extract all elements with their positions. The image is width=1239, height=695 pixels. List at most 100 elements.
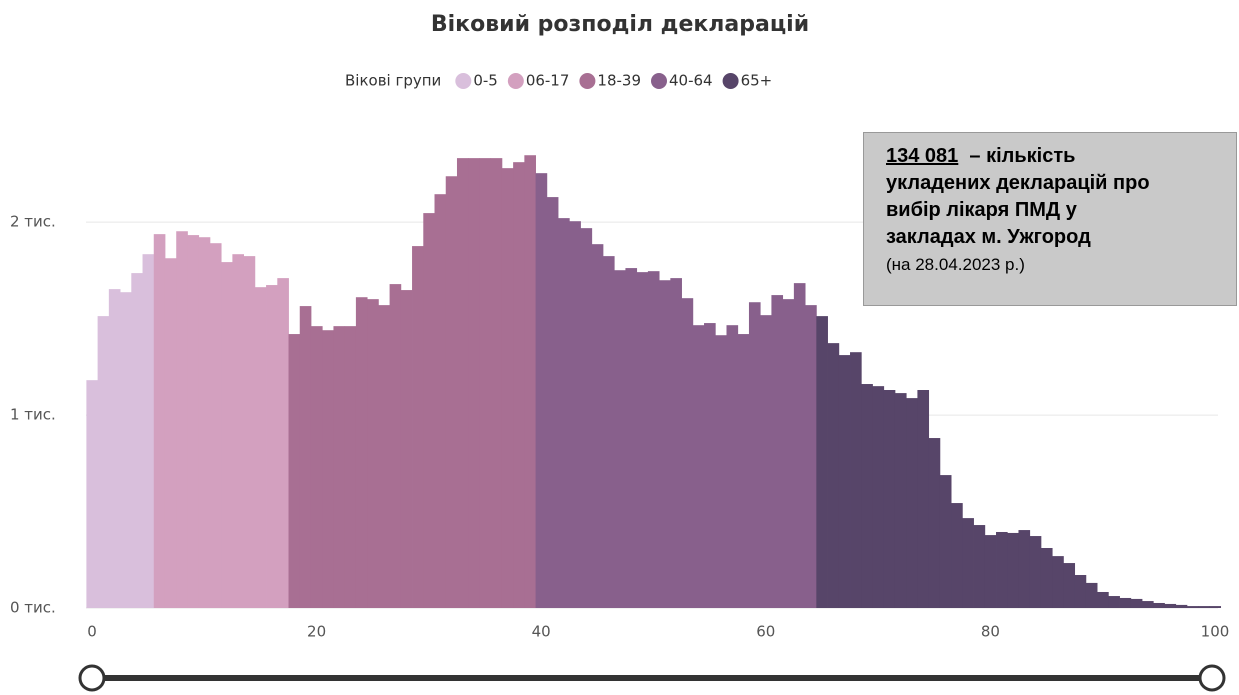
bar xyxy=(355,297,368,608)
bar xyxy=(917,390,930,608)
annotation-number: 134 081 xyxy=(886,145,959,167)
bar xyxy=(569,221,581,608)
bar xyxy=(614,270,626,608)
bar xyxy=(254,287,267,608)
x-tick-label: 80 xyxy=(981,623,1000,641)
bar xyxy=(1052,556,1064,608)
bar xyxy=(198,237,211,608)
bar xyxy=(434,194,447,608)
bar xyxy=(1186,606,1199,608)
bar xyxy=(299,306,312,608)
bar xyxy=(996,531,1008,608)
legend-marker xyxy=(455,73,472,89)
range-slider-handle[interactable] xyxy=(78,664,106,692)
bar xyxy=(131,273,143,608)
bar xyxy=(962,518,974,608)
bar xyxy=(232,254,245,608)
bar xyxy=(850,352,862,608)
bar xyxy=(333,326,346,608)
legend-label: 06-17 xyxy=(526,72,570,90)
bar xyxy=(187,235,200,608)
bar xyxy=(524,155,536,608)
bar xyxy=(1119,597,1132,608)
bar xyxy=(692,325,705,608)
bar xyxy=(412,246,424,609)
legend-marker xyxy=(507,73,524,89)
bar xyxy=(378,305,390,608)
legend-label: 0-5 xyxy=(473,72,498,90)
bar xyxy=(1209,606,1222,608)
range-slider-handle[interactable] xyxy=(1198,664,1226,692)
bar xyxy=(1164,603,1177,608)
annotation-text: укладених декларацій про xyxy=(886,172,1150,194)
bar xyxy=(681,298,694,608)
x-tick-label: 0 xyxy=(87,623,97,641)
bar xyxy=(221,262,233,608)
bar xyxy=(344,326,357,608)
bar xyxy=(367,299,379,608)
bar xyxy=(580,228,593,608)
annotation-note: (на 28.04.2023 р.) xyxy=(886,255,1025,274)
bar xyxy=(288,334,301,608)
bar xyxy=(973,525,986,608)
y-tick-label: 2 тис. xyxy=(10,213,56,231)
bar xyxy=(513,162,525,608)
bar xyxy=(602,256,615,608)
bar xyxy=(86,380,99,608)
bar xyxy=(310,326,323,608)
bar xyxy=(266,285,278,608)
bar xyxy=(1074,575,1087,608)
bar xyxy=(456,158,469,608)
legend-marker xyxy=(722,73,739,89)
x-tick-label: 20 xyxy=(307,623,326,641)
x-tick-label: 40 xyxy=(532,623,551,641)
bar xyxy=(400,290,413,608)
bar xyxy=(939,475,952,608)
legend-label: 65+ xyxy=(741,72,773,90)
bar xyxy=(670,278,682,608)
chart-title: Віковий розподіл декларацій xyxy=(431,12,809,37)
bar xyxy=(1108,596,1120,608)
bar xyxy=(1097,591,1109,608)
bar xyxy=(827,343,840,608)
bar xyxy=(1029,536,1042,608)
legend-title: Вікові групи xyxy=(345,72,441,90)
y-tick-label: 0 тис. xyxy=(10,599,56,617)
bar xyxy=(636,272,649,608)
bar xyxy=(1175,604,1188,608)
bar xyxy=(535,173,548,608)
annotation-box: 134 081 – кількість укладених декларацій… xyxy=(863,132,1237,306)
bar xyxy=(423,213,435,608)
bar xyxy=(176,231,188,608)
bar xyxy=(1040,548,1053,608)
legend-marker xyxy=(579,73,596,89)
bar xyxy=(389,284,402,608)
bar xyxy=(951,503,963,608)
bar xyxy=(1085,582,1098,608)
bar xyxy=(468,158,480,608)
bar xyxy=(591,244,604,608)
bar xyxy=(164,258,177,608)
bar xyxy=(558,218,570,608)
bar xyxy=(1063,563,1076,608)
bar xyxy=(1142,601,1154,608)
bar xyxy=(1018,530,1031,608)
bar xyxy=(108,289,121,608)
annotation-text: – кількість xyxy=(969,145,1076,167)
annotation-text: вибір лікаря ПМД у xyxy=(886,199,1077,221)
bar xyxy=(782,299,795,608)
bar xyxy=(805,305,817,608)
legend-label: 18-39 xyxy=(597,72,641,90)
bar xyxy=(1153,602,1165,608)
bar xyxy=(97,316,110,608)
bar xyxy=(647,271,660,608)
y-tick-label: 1 тис. xyxy=(10,406,56,424)
bar xyxy=(704,323,716,608)
bar xyxy=(748,302,761,608)
bar xyxy=(659,280,671,608)
legend-marker xyxy=(651,73,667,89)
bar xyxy=(277,278,289,608)
bar xyxy=(243,256,256,608)
x-tick-label: 100 xyxy=(1201,623,1230,641)
